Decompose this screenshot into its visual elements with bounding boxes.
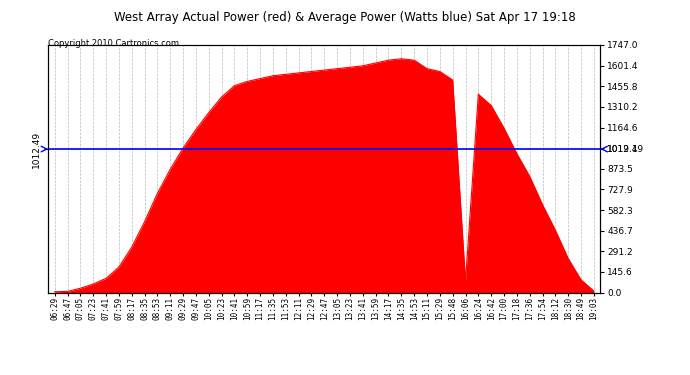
Text: 1012.49: 1012.49	[607, 144, 644, 153]
Text: Copyright 2010 Cartronics.com: Copyright 2010 Cartronics.com	[48, 39, 179, 48]
Text: West Array Actual Power (red) & Average Power (Watts blue) Sat Apr 17 19:18: West Array Actual Power (red) & Average …	[114, 11, 576, 24]
